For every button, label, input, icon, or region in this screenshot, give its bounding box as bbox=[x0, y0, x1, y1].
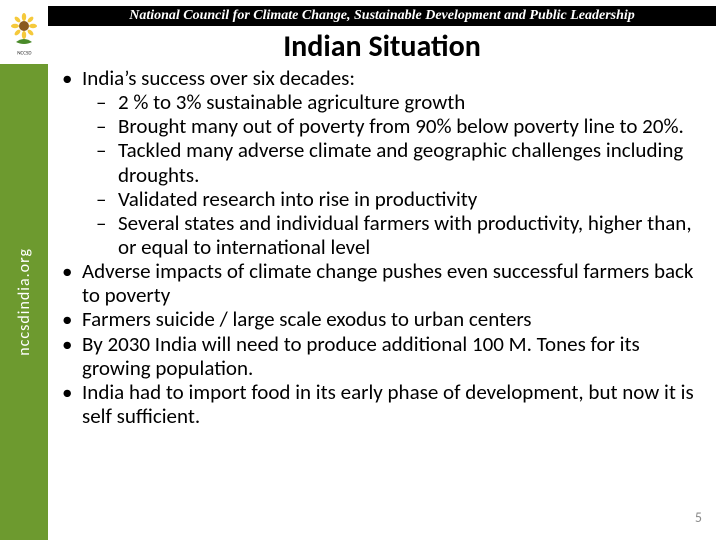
header-bar: National Council for Climate Change, Sus… bbox=[48, 6, 716, 26]
sub-bullet-text: 2 % to 3% sustainable agriculture growth bbox=[118, 89, 465, 115]
sub-bullet-text: Several states and individual farmers wi… bbox=[118, 210, 692, 260]
sunflower-icon bbox=[6, 12, 42, 48]
page-number: 5 bbox=[695, 509, 702, 526]
bullet-text: India’s success over six decades: bbox=[82, 65, 355, 91]
sub-bullet-item: Brought many out of poverty from 90% bel… bbox=[118, 114, 708, 138]
bullet-item: Farmers suicide / large scale exodus to … bbox=[82, 307, 708, 331]
bullet-text: India had to import food in its early ph… bbox=[82, 379, 694, 429]
page-title: Indian Situation bbox=[48, 28, 716, 65]
header-org-name: National Council for Climate Change, Sus… bbox=[129, 8, 635, 24]
logo: NCCSD bbox=[0, 0, 48, 64]
content-body: India’s success over six decades: 2 % to… bbox=[60, 66, 708, 428]
bullet-text: Adverse impacts of climate change pushes… bbox=[82, 258, 693, 308]
sub-bullet-item: Validated research into rise in producti… bbox=[118, 187, 708, 211]
sidebar-band: nccsdindia.org bbox=[0, 64, 48, 540]
bullet-text: Farmers suicide / large scale exodus to … bbox=[82, 306, 532, 332]
bullet-item: Adverse impacts of climate change pushes… bbox=[82, 259, 708, 307]
bullet-item: India had to import food in its early ph… bbox=[82, 380, 708, 428]
sub-bullet-item: Several states and individual farmers wi… bbox=[118, 211, 708, 259]
sub-bullet-text: Brought many out of poverty from 90% bel… bbox=[118, 113, 684, 139]
sub-bullet-item: 2 % to 3% sustainable agriculture growth bbox=[118, 90, 708, 114]
sub-bullet-item: Tackled many adverse climate and geograp… bbox=[118, 138, 708, 186]
sub-bullet-text: Tackled many adverse climate and geograp… bbox=[118, 137, 683, 187]
sidebar: NCCSD nccsdindia.org bbox=[0, 0, 48, 540]
bullet-item: By 2030 India will need to produce addit… bbox=[82, 332, 708, 380]
bullet-item: India’s success over six decades: 2 % to… bbox=[82, 66, 708, 259]
sidebar-url: nccsdindia.org bbox=[15, 248, 34, 356]
logo-acronym: NCCSD bbox=[17, 50, 31, 55]
bullet-text: By 2030 India will need to produce addit… bbox=[82, 331, 640, 381]
sub-bullet-text: Validated research into rise in producti… bbox=[118, 186, 477, 212]
